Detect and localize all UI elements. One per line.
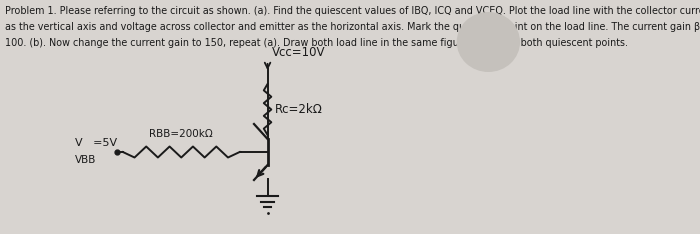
Text: V   =5V: V =5V — [76, 138, 118, 148]
Text: 100. (b). Now change the current gain to 150, repeat (a). Draw both load line in: 100. (b). Now change the current gain to… — [6, 38, 629, 48]
Text: Rc=2kΩ: Rc=2kΩ — [275, 103, 323, 116]
Text: Problem 1. Please referring to the circuit as shown. (a). Find the quiescent val: Problem 1. Please referring to the circu… — [6, 6, 700, 16]
Text: as the vertical axis and voltage across collector and emitter as the horizontal : as the vertical axis and voltage across … — [6, 22, 700, 32]
Ellipse shape — [468, 22, 510, 62]
Ellipse shape — [462, 17, 514, 67]
Text: RBB=200kΩ: RBB=200kΩ — [149, 129, 213, 139]
Text: Vcc=10V: Vcc=10V — [272, 46, 326, 59]
Text: VBB: VBB — [76, 155, 97, 165]
Ellipse shape — [456, 12, 520, 72]
